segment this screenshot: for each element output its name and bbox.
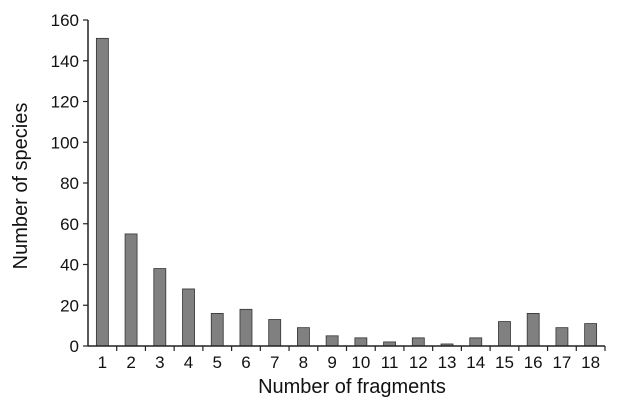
x-tick-label: 6 bbox=[241, 353, 250, 372]
y-tick-label: 20 bbox=[60, 296, 79, 315]
x-tick-label: 13 bbox=[438, 353, 457, 372]
x-tick-label: 7 bbox=[270, 353, 279, 372]
bar-10 bbox=[354, 337, 368, 347]
y-tick-label: 140 bbox=[51, 52, 79, 71]
bar-3 bbox=[153, 268, 167, 347]
bar-17 bbox=[555, 327, 569, 347]
bar-15 bbox=[498, 321, 511, 347]
bar-4 bbox=[182, 288, 195, 347]
y-tick-label: 120 bbox=[51, 93, 79, 112]
bars-layer bbox=[95, 37, 598, 347]
bar-18 bbox=[584, 323, 598, 347]
bar-7 bbox=[268, 319, 282, 347]
bar-16 bbox=[526, 312, 540, 347]
x-tick-label: 9 bbox=[327, 353, 336, 372]
bar-8 bbox=[297, 327, 310, 347]
bar-1 bbox=[95, 37, 109, 347]
x-tick-label: 1 bbox=[98, 353, 107, 372]
x-tick-label: 18 bbox=[581, 353, 600, 372]
x-tick-label: 3 bbox=[155, 353, 164, 372]
x-tick-label: 11 bbox=[381, 353, 399, 372]
y-axis-title: Number of species bbox=[10, 103, 32, 270]
bar-2 bbox=[124, 233, 138, 347]
x-tick-label: 16 bbox=[524, 353, 543, 372]
x-tick-label: 10 bbox=[351, 353, 370, 372]
bar-5 bbox=[210, 312, 224, 347]
x-ticks-layer: 1 2 3 4 5 6 7 8 9 10 11 12 13 14 15 16 17 18 bbox=[98, 346, 606, 372]
y-tick-label: 80 bbox=[60, 174, 79, 193]
x-tick-label: 15 bbox=[495, 353, 514, 372]
y-tick-label: 60 bbox=[60, 215, 79, 234]
x-tick-label: 5 bbox=[213, 353, 222, 372]
y-tick-label: 100 bbox=[51, 133, 79, 152]
y-tick-label: 40 bbox=[60, 256, 79, 275]
x-tick-label: 12 bbox=[409, 353, 428, 372]
y-ticks-layer: 0 20 40 60 80 100 120 140 160 bbox=[51, 11, 88, 356]
bar-9 bbox=[325, 335, 339, 347]
x-tick-label: 17 bbox=[552, 353, 571, 372]
x-tick-label: 8 bbox=[299, 353, 308, 372]
bar-6 bbox=[239, 308, 253, 347]
bar-14 bbox=[469, 337, 483, 347]
y-tick-label: 0 bbox=[70, 337, 79, 356]
x-axis-title: Number of fragments bbox=[258, 376, 446, 398]
x-tick-label: 14 bbox=[466, 353, 485, 372]
x-tick-label: 2 bbox=[126, 353, 135, 372]
bar-12 bbox=[411, 337, 425, 347]
x-tick-label: 4 bbox=[184, 353, 193, 372]
y-tick-label: 160 bbox=[51, 11, 79, 30]
